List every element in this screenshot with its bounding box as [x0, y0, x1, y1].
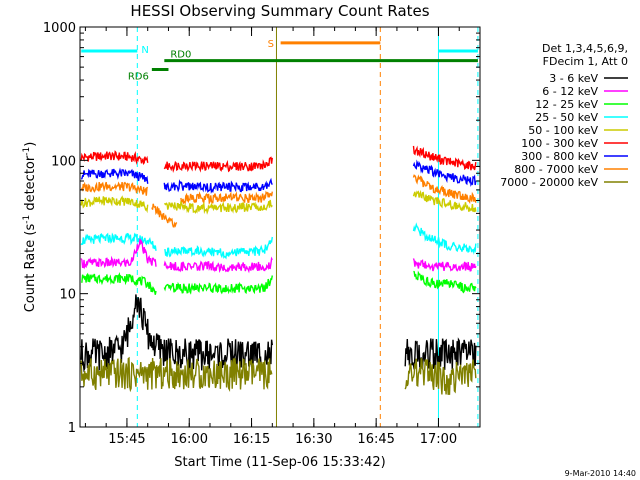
- y-tick-label: 1000: [43, 21, 76, 36]
- x-tick-label: 16:00: [171, 432, 208, 447]
- series-trace-3-seg-2: [151, 203, 178, 228]
- state-label-rd0: RD0: [170, 50, 191, 61]
- series-trace-6-seg-2: [163, 256, 273, 274]
- plot-frame: [79, 26, 481, 428]
- series-trace-6-seg-1: [80, 238, 157, 270]
- legend: Det 1,3,4,5,6,9,FDecim 1, Att 0 3 - 6 keV…: [500, 42, 628, 189]
- legend-label: 800 - 7000 keV: [514, 163, 598, 176]
- series-trace-7-seg-1: [81, 271, 157, 295]
- y-axis-label-sup2: -1: [22, 147, 32, 156]
- series-trace-1-seg-1: [80, 150, 149, 165]
- y-axis-label-sup1: -1: [22, 215, 32, 224]
- series-trace-9-seg-1: [80, 356, 273, 393]
- y-tick-label: 100: [51, 154, 76, 169]
- y-axis-label-main: Count Rate (s: [23, 224, 38, 313]
- legend-label: 100 - 300 keV: [521, 137, 598, 150]
- x-tick-label: 16:30: [295, 432, 332, 447]
- legend-header-1: Det 1,3,4,5,6,9,: [542, 42, 628, 55]
- state-label-s: S: [268, 39, 274, 50]
- series-group: [80, 145, 477, 395]
- legend-label: 50 - 100 keV: [528, 124, 598, 137]
- series-trace-4-seg-2: [163, 199, 273, 215]
- legend-header-2: FDecim 1, Att 0: [543, 55, 628, 68]
- series-trace-7-seg-2: [163, 275, 273, 295]
- legend-label: 25 - 50 keV: [535, 111, 598, 124]
- series-trace-5-seg-1: [80, 232, 157, 251]
- y-tick-label: 10: [59, 288, 76, 303]
- series-trace-8-seg-2: [404, 337, 477, 370]
- series-trace-3-seg-3: [180, 190, 273, 206]
- series-trace-5-seg-2: [164, 236, 273, 260]
- series-trace-4-seg-3: [412, 189, 477, 213]
- series-trace-2-seg-2: [163, 177, 273, 194]
- legend-label: 300 - 800 keV: [521, 150, 598, 163]
- series-trace-3-seg-1: [80, 181, 149, 196]
- y-axis-label-mid: detector: [23, 155, 38, 215]
- series-trace-9-seg-2: [404, 358, 477, 395]
- x-tick-label: 15:45: [108, 432, 145, 447]
- legend-label: 6 - 12 keV: [542, 85, 598, 98]
- legend-label: 12 - 25 keV: [535, 98, 598, 111]
- state-label-rd6: RD6: [128, 72, 149, 83]
- y-axis: 1 10 100 1000: [43, 21, 480, 436]
- x-tick-label: 16:15: [233, 432, 270, 447]
- state-label-n: N: [141, 45, 148, 56]
- y-axis-label: Count Rate (s-1 detector-1): [22, 142, 38, 313]
- series-trace-8-seg-1: [80, 294, 273, 373]
- y-tick-label: 1: [68, 421, 76, 436]
- instrument-state-bars: N RD0 RD6 S: [81, 39, 478, 83]
- series-trace-2-seg-3: [412, 159, 477, 187]
- x-tick-label: 16:45: [357, 432, 394, 447]
- y-axis-label-end: ): [23, 142, 38, 147]
- series-trace-6-seg-3: [412, 258, 477, 272]
- series-trace-7-seg-3: [413, 270, 477, 294]
- x-axis: 15:45 16:00 16:15 16:30 16:45 17:00: [84, 27, 481, 447]
- series-trace-3-seg-4: [412, 174, 477, 204]
- series-trace-5-seg-3: [412, 222, 477, 255]
- series-trace-4-seg-1: [80, 195, 149, 214]
- footer-date: 9-Mar-2010 14:40: [565, 469, 636, 478]
- series-trace-2-seg-1: [80, 167, 149, 184]
- legend-label: 3 - 6 keV: [549, 72, 598, 85]
- x-tick-label: 17:00: [420, 432, 457, 447]
- series-trace-1-seg-2: [163, 156, 273, 174]
- series-trace-1-seg-3: [412, 145, 477, 171]
- x-axis-label: Start Time (11-Sep-06 15:33:42): [174, 455, 385, 470]
- chart-title: HESSI Observing Summary Count Rates: [130, 2, 429, 20]
- legend-label: 7000 - 20000 keV: [500, 176, 598, 189]
